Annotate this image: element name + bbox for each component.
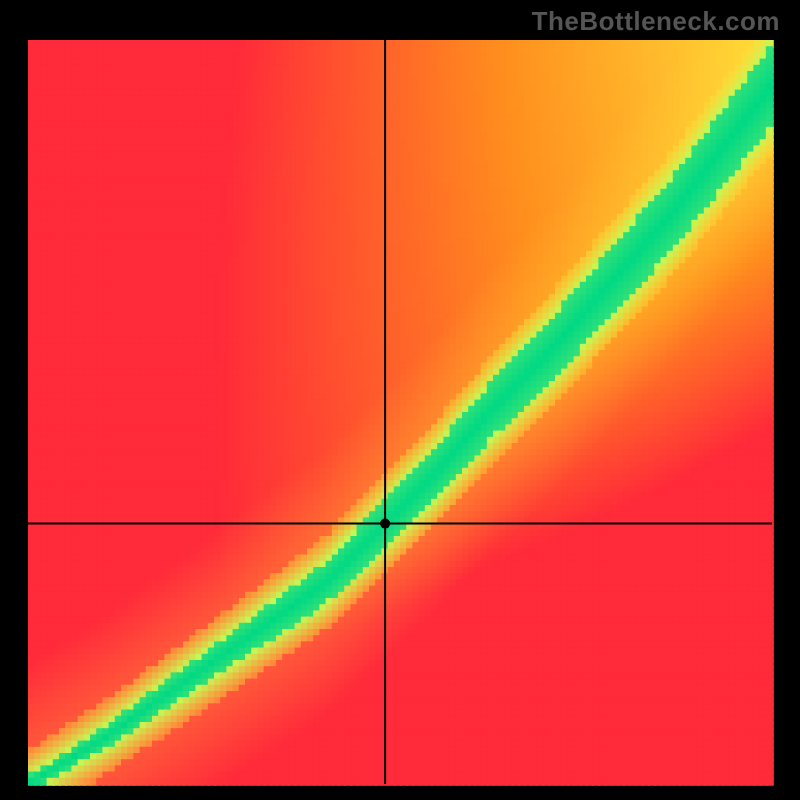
watermark-text: TheBottleneck.com (532, 6, 780, 37)
chart-frame: TheBottleneck.com (0, 0, 800, 800)
heatmap-canvas (0, 0, 800, 800)
